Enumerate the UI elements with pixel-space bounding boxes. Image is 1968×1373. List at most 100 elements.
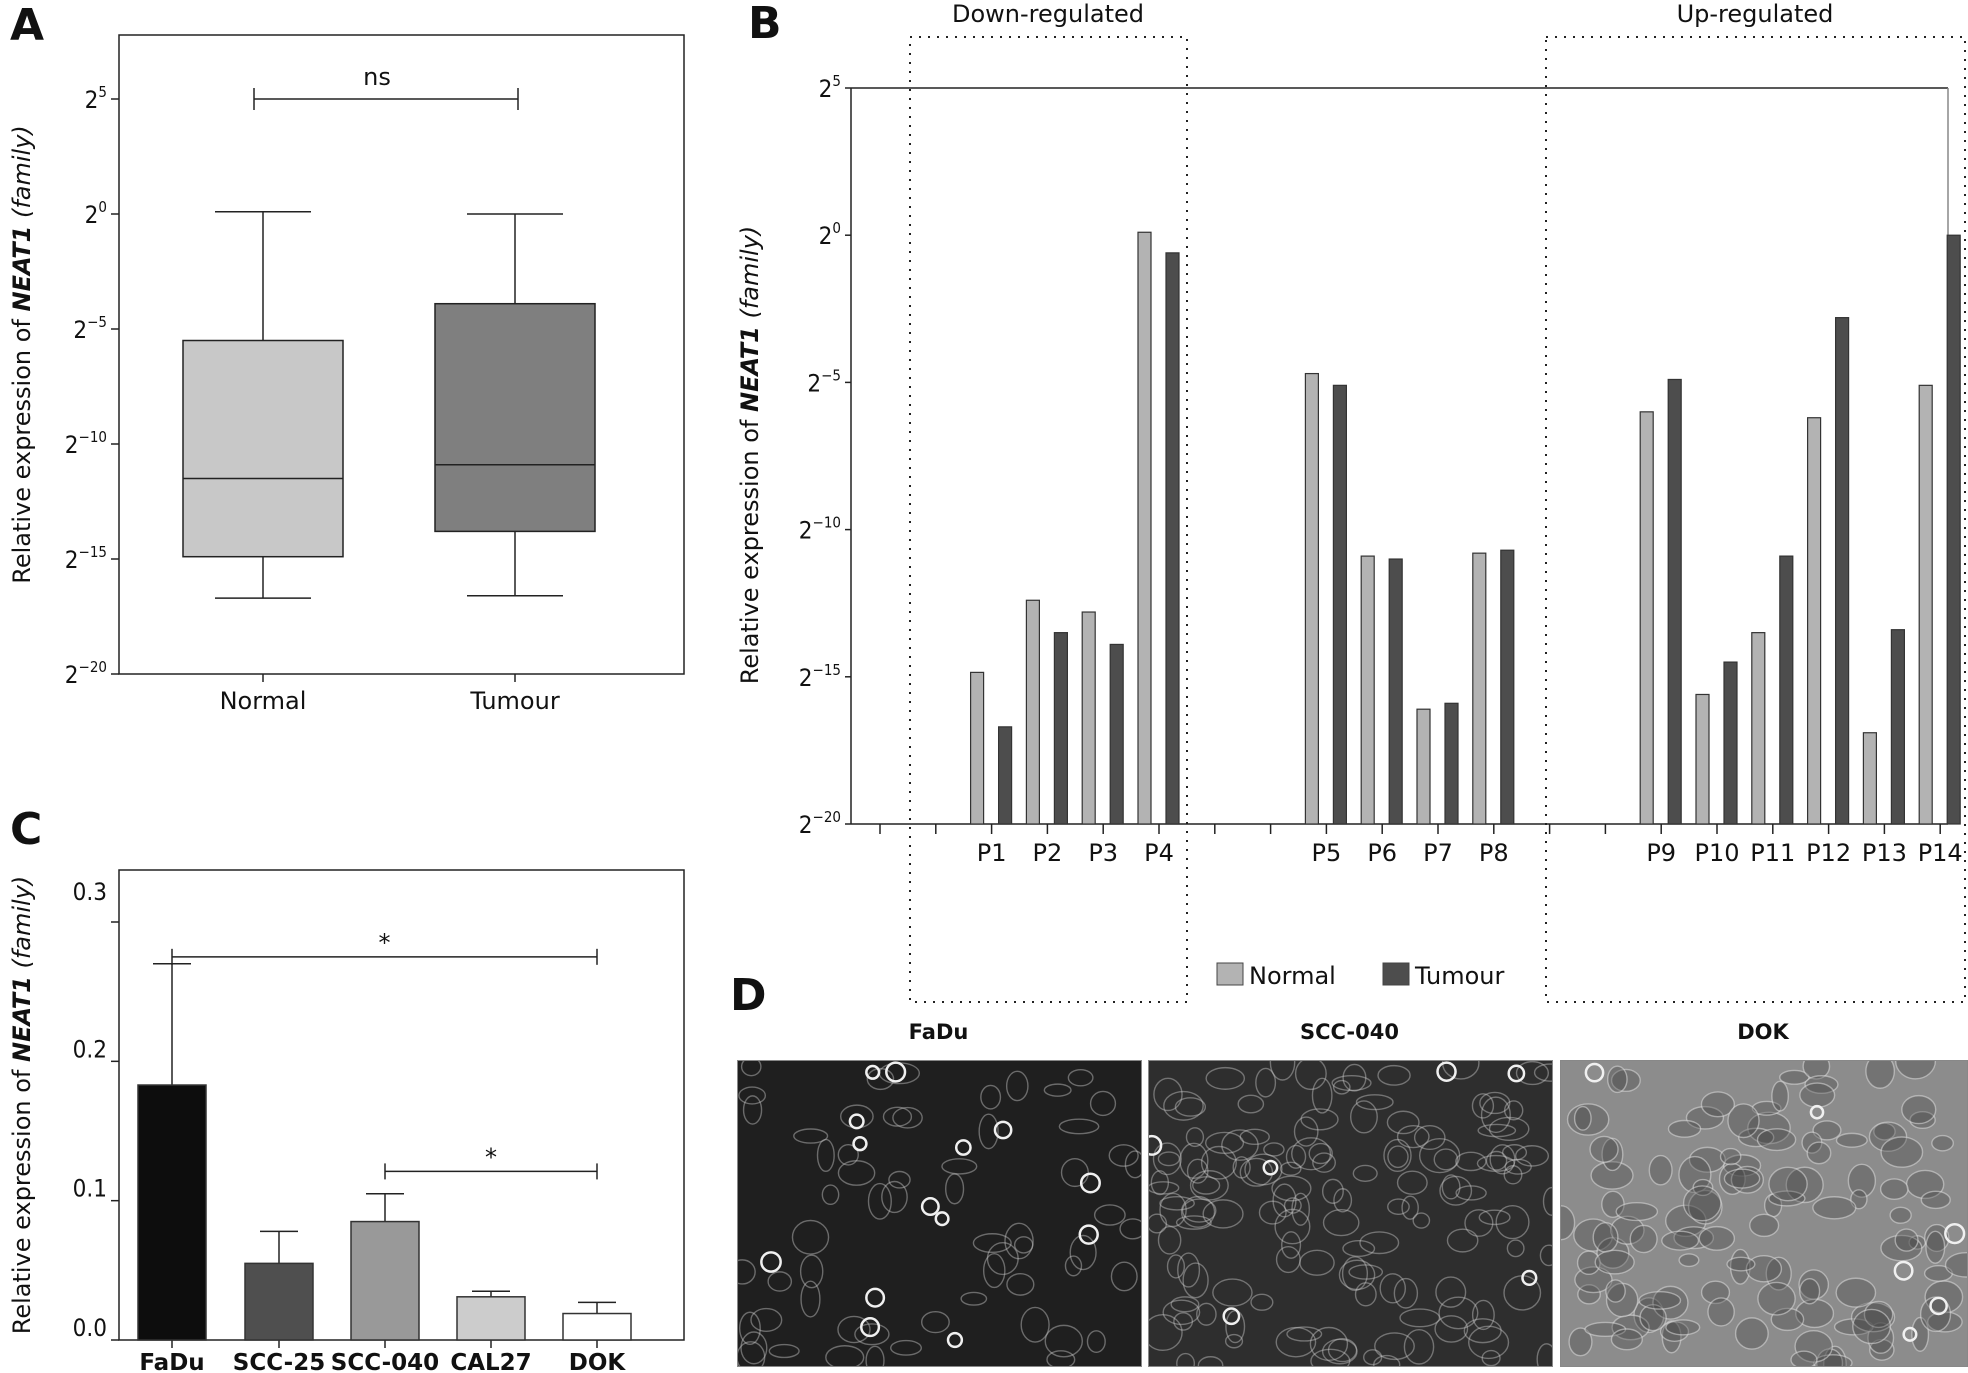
cell-outline — [1539, 1244, 1552, 1267]
cell-outline — [1768, 1166, 1808, 1202]
cell-outline — [821, 1184, 840, 1206]
box-normal — [182, 339, 344, 558]
bar-normal-p7 — [1416, 708, 1431, 825]
cell-outline — [1149, 1181, 1180, 1195]
cell-outline — [1239, 1128, 1270, 1146]
rounded-cell — [860, 1317, 881, 1338]
cell-outline — [1309, 1326, 1349, 1362]
cell-outline — [1590, 1161, 1634, 1190]
cell-outline — [799, 1254, 824, 1289]
rounded-cell — [760, 1251, 782, 1273]
cell-outline — [1605, 1279, 1626, 1303]
significance-label: ns — [363, 63, 391, 91]
cell-outline — [866, 1067, 895, 1091]
cell-outline — [1093, 1204, 1126, 1226]
cell-outline — [1396, 1170, 1428, 1195]
cell-outline — [1124, 1150, 1141, 1179]
cell-outline — [1005, 1070, 1029, 1102]
bar-tumour-p2 — [1053, 632, 1069, 825]
bar-normal-p11 — [1751, 632, 1766, 825]
cell-outline — [1610, 1215, 1645, 1245]
cell-outline — [1185, 1127, 1205, 1148]
cell-outline — [1770, 1307, 1805, 1332]
cell-outline — [920, 1310, 950, 1334]
y-axis-label: Relative expression of NEAT1 (family) — [8, 125, 36, 584]
cell-outline — [1468, 1325, 1510, 1360]
cell-outline — [1321, 1178, 1344, 1204]
bar-fadu — [137, 1084, 207, 1341]
cell-outline — [1439, 1175, 1473, 1206]
cell-outline — [738, 1341, 766, 1366]
cell-outline — [1212, 1278, 1253, 1307]
micrograph-texture — [1561, 1061, 1967, 1366]
bar-normal-p2 — [1025, 599, 1041, 825]
bar-normal-p13 — [1862, 732, 1878, 825]
cell-outline — [1202, 1199, 1244, 1229]
cell-outline — [1652, 1285, 1689, 1320]
cell-outline — [1342, 1239, 1376, 1258]
cell-outline — [1232, 1156, 1251, 1179]
cell-outline — [1058, 1118, 1100, 1135]
cell-outline — [1108, 1144, 1139, 1167]
cell-outline — [1152, 1142, 1182, 1176]
cell-outline — [1920, 1190, 1951, 1210]
cell-outline — [1756, 1128, 1797, 1152]
cell-outline — [1463, 1318, 1502, 1344]
box-tumour — [434, 302, 596, 533]
cell-outline — [1794, 1329, 1833, 1363]
x-tick-label: DOK — [569, 1350, 627, 1373]
x-tick-label: P9 — [1646, 839, 1676, 867]
cell-outline — [750, 1307, 783, 1333]
bar-cal27 — [456, 1296, 526, 1341]
cell-outline — [1661, 1230, 1700, 1251]
x-tick-label: P13 — [1862, 839, 1907, 867]
y-tick-label: 0.2 — [73, 1035, 107, 1063]
cell-outline — [1383, 1138, 1412, 1173]
cell-outline — [1503, 1165, 1523, 1185]
cell-outline — [1455, 1185, 1487, 1201]
significance-label: * — [485, 1143, 497, 1171]
cell-outline — [1225, 1309, 1246, 1344]
cell-outline — [1163, 1090, 1204, 1121]
cell-outline — [1503, 1100, 1524, 1121]
cell-outline — [1727, 1103, 1760, 1139]
cell-outline — [1291, 1137, 1332, 1171]
cell-outline — [1738, 1127, 1775, 1148]
cell-outline — [1197, 1356, 1224, 1366]
cell-outline — [1434, 1315, 1469, 1343]
cell-outline — [1506, 1239, 1525, 1258]
cell-outline — [1272, 1183, 1297, 1218]
cell-outline — [1331, 1074, 1372, 1092]
cell-outline — [1455, 1151, 1487, 1172]
cell-outline — [1221, 1129, 1259, 1161]
bar-tumour-p12 — [1834, 317, 1850, 825]
cell-outline — [1476, 1154, 1516, 1172]
bar-scc-25 — [244, 1262, 314, 1341]
micrograph-texture — [738, 1061, 1141, 1366]
x-tick-label: P11 — [1750, 839, 1795, 867]
cell-outline — [1200, 1145, 1237, 1180]
cell-outline — [1258, 1200, 1287, 1225]
cell-outline — [945, 1173, 965, 1205]
cell-outline — [1464, 1209, 1494, 1237]
cell-outline — [1812, 1196, 1857, 1220]
y-tick-label: 20 — [85, 198, 107, 229]
cell-outline — [1180, 1195, 1216, 1228]
cell-outline — [1867, 1322, 1895, 1354]
bar-dok — [562, 1312, 632, 1341]
rounded-cell — [848, 1113, 865, 1130]
x-tick-label: P2 — [1033, 839, 1063, 867]
cell-outline — [1300, 1108, 1339, 1131]
x-tick-label: P10 — [1694, 839, 1739, 867]
cell-outline — [1873, 1122, 1896, 1141]
micrograph-title: FaDu — [908, 1020, 969, 1044]
cell-outline — [1514, 1145, 1550, 1167]
cell-outline — [1719, 1147, 1742, 1166]
cell-outline — [1615, 1201, 1659, 1222]
cell-outline — [1110, 1261, 1138, 1292]
rounded-cell — [1149, 1134, 1163, 1156]
rounded-cell — [1929, 1296, 1948, 1316]
bar-normal-p4 — [1137, 231, 1152, 825]
cell-outline — [1044, 1324, 1083, 1358]
